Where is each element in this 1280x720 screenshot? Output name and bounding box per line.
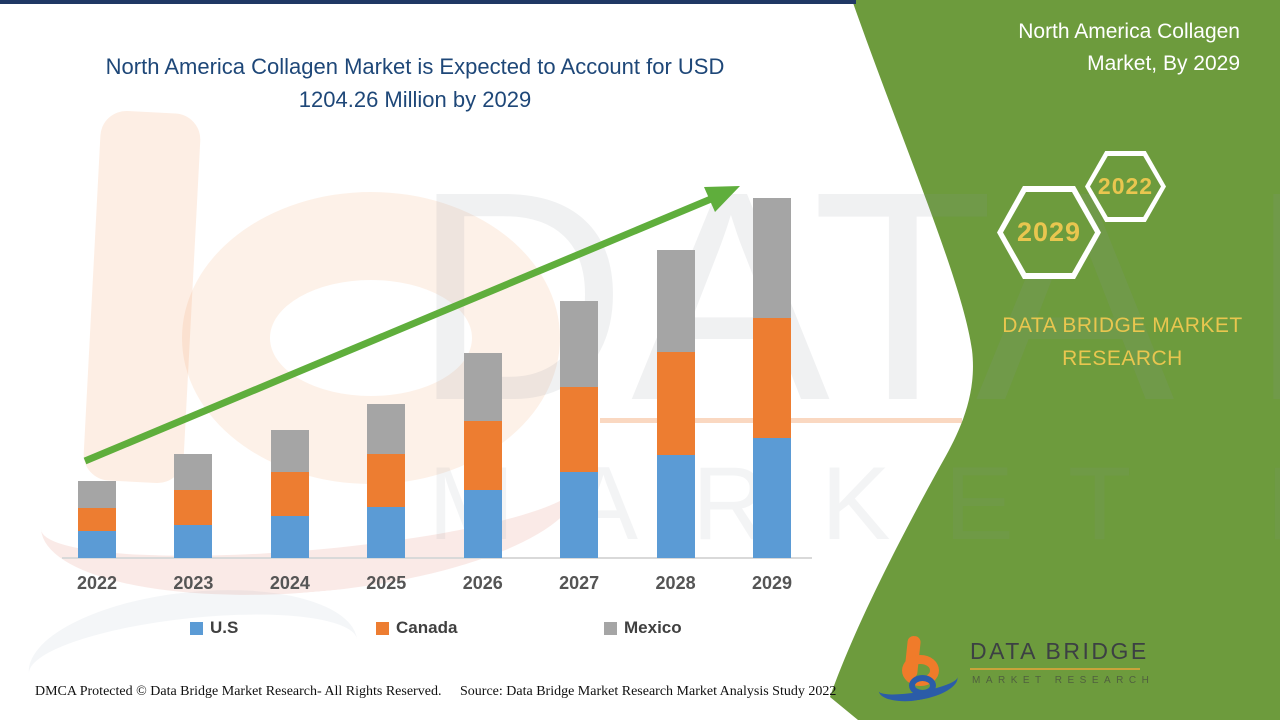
bar-segment-mexico: [753, 198, 791, 318]
logo-subtitle-text: MARKET RESEARCH: [972, 675, 1155, 686]
bar-segment-us: [656, 455, 695, 558]
bar-segment-us: [463, 490, 502, 558]
x-axis-label-2023: 2023: [173, 573, 214, 593]
bar-segment-canada: [463, 421, 502, 491]
legend-item-us: U.S: [190, 618, 238, 638]
logo-name-text: DATA BRIDGE: [970, 638, 1149, 664]
hexagon-badge-2022: 2022: [1085, 151, 1166, 222]
bar-segment-mexico: [656, 250, 695, 353]
stacked-bar-2028: [656, 250, 695, 558]
legend-swatch-mexico: [604, 621, 617, 635]
bar-segment-canada: [753, 318, 791, 438]
x-axis-label-2028: 2028: [655, 573, 696, 593]
stacked-bar-2024: [270, 430, 309, 558]
bar-segment-canada: [174, 490, 213, 526]
bar-segment-canada: [656, 352, 695, 456]
x-axis-label-2026: 2026: [462, 573, 503, 593]
legend-item-mexico: Mexico: [604, 618, 682, 638]
legend-swatch-us: [190, 621, 203, 635]
chart-headline: North America Collagen Market is Expecte…: [70, 50, 760, 116]
stacked-bar-2023: [174, 454, 213, 558]
bar-segment-canada: [367, 454, 406, 507]
hexagon-year-label: 2029: [1016, 217, 1082, 247]
bar-segment-canada: [560, 387, 599, 473]
x-axis-label-2025: 2025: [366, 573, 407, 593]
panel-title-line2: Market, By 2029: [1087, 51, 1240, 75]
bar-segment-us: [367, 506, 406, 558]
bar-segment-mexico: [463, 353, 502, 422]
bar-segment-us: [174, 525, 213, 558]
x-axis-line: [62, 557, 812, 559]
hexagon-year-label: 2022: [1097, 173, 1154, 199]
legend-label-us: U.S: [210, 618, 239, 637]
bar-segment-us: [78, 531, 116, 558]
chart-headline-line2: 1204.26 Million by 2029: [298, 87, 532, 112]
x-axis-label-2027: 2027: [559, 573, 600, 593]
hexagon-fill: [1090, 156, 1161, 217]
bar-segment-canada: [78, 508, 116, 532]
stacked-bar-2029: [753, 198, 791, 558]
top-border-line: [0, 0, 856, 4]
databridge-logo: DATA BRIDGE MARKET RESEARCH: [875, 630, 1228, 714]
bar-segment-canada: [270, 472, 309, 517]
dmca-notice: DMCA Protected © Data Bridge Market Rese…: [35, 684, 442, 699]
logo-underline: [970, 668, 1140, 670]
x-axis-label-2029: 2029: [751, 573, 793, 593]
bar-segment-us: [270, 516, 309, 558]
bar-segment-us: [560, 472, 599, 558]
hexagon-badge-2029: 2029: [997, 186, 1101, 279]
legend-label-canada: Canada: [396, 618, 458, 637]
chart-headline-line1: North America Collagen Market is Expecte…: [105, 54, 725, 79]
bar-segment-mexico: [78, 481, 116, 509]
bar-segment-mexico: [560, 301, 599, 388]
stacked-bar-2025: [367, 403, 406, 558]
panel-title: North America Collagen Market, By 2029: [930, 16, 1240, 79]
chart-legend: U.S Canada Mexico: [0, 618, 820, 642]
bar-segment-mexico: [174, 454, 213, 491]
x-axis-label-2024: 2024: [269, 573, 310, 593]
bar-segment-us: [753, 438, 791, 558]
stacked-bar-2026: [463, 353, 502, 558]
legend-label-mexico: Mexico: [624, 618, 682, 637]
stacked-bar-2027: [560, 301, 599, 558]
logo-d-icon: [909, 675, 936, 696]
bar-segment-mexico: [367, 403, 406, 455]
source-note: Source: Data Bridge Market Research Mark…: [460, 684, 837, 699]
legend-item-canada: Canada: [376, 618, 457, 638]
bar-segment-mexico: [270, 430, 309, 473]
stacked-bar-2022: [78, 481, 116, 558]
legend-swatch-canada: [376, 621, 389, 635]
x-axis-label-2022: 2022: [76, 573, 118, 593]
panel-title-line1: North America Collagen: [1018, 20, 1240, 43]
panel-brand-text: DATA BRIDGE MARKET RESEARCH: [1002, 314, 1243, 370]
